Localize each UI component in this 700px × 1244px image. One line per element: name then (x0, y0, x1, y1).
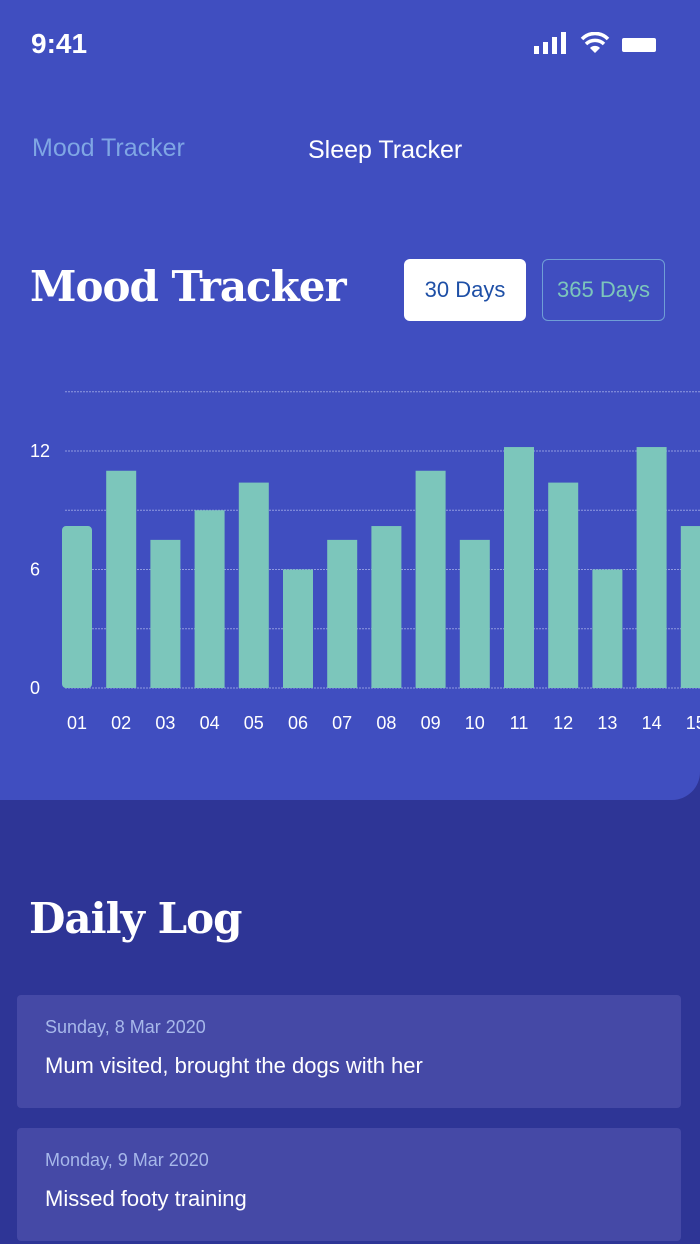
x-tick-label: 01 (67, 713, 87, 733)
status-time: 9:41 (31, 28, 88, 59)
log-entry[interactable]: Sunday, 8 Mar 2020 Mum visited, brought … (17, 995, 681, 1108)
x-tick-label: 02 (111, 713, 131, 733)
daily-log-title: Daily Log (29, 894, 242, 943)
bar (106, 470, 137, 688)
y-tick-label: 6 (30, 560, 40, 580)
bar (62, 526, 92, 688)
x-tick-label: 05 (244, 713, 264, 733)
x-tick-label: 03 (155, 713, 175, 733)
range-30-days-button[interactable]: 30 Days (404, 259, 526, 321)
bar (238, 482, 269, 688)
signal-icon (534, 32, 566, 54)
battery-icon (622, 38, 656, 52)
bar (504, 447, 534, 688)
log-entry-text: Mum visited, brought the dogs with her (45, 1053, 423, 1078)
x-tick-label: 14 (642, 713, 662, 733)
log-entry-text: Missed footy training (45, 1186, 247, 1211)
x-tick-label: 10 (465, 713, 485, 733)
log-entry-date: Monday, 9 Mar 2020 (45, 1150, 209, 1170)
x-tick-label: 15 (686, 713, 700, 733)
x-tick-label: 06 (288, 713, 308, 733)
x-tick-label: 07 (332, 713, 352, 733)
bar (592, 569, 623, 688)
bar (371, 526, 402, 688)
bar (459, 539, 490, 688)
bar (415, 470, 446, 688)
x-tick-label: 08 (376, 713, 396, 733)
log-entry-date: Sunday, 8 Mar 2020 (45, 1017, 206, 1037)
bar (636, 447, 667, 688)
bar (548, 482, 579, 688)
x-tick-label: 04 (200, 713, 220, 733)
x-tick-label: 09 (421, 713, 441, 733)
mood-bar-chart: 0612010203040506070809101112131415 (30, 391, 700, 733)
bar (680, 526, 700, 688)
tab-sleep-tracker[interactable]: Sleep Tracker (308, 136, 463, 164)
wifi-icon (580, 32, 610, 53)
x-tick-label: 13 (597, 713, 617, 733)
y-tick-label: 0 (30, 678, 40, 698)
log-entry[interactable]: Monday, 9 Mar 2020 Missed footy training (17, 1128, 681, 1241)
bar (283, 569, 313, 688)
bar (194, 510, 225, 688)
status-icons (534, 32, 658, 54)
page-title: Mood Tracker (30, 262, 347, 311)
x-tick-label: 12 (553, 713, 573, 733)
range-365-days-button[interactable]: 365 Days (542, 259, 665, 321)
x-tick-label: 11 (510, 713, 529, 733)
tab-mood-tracker[interactable]: Mood Tracker (32, 134, 185, 162)
bar (327, 539, 358, 688)
y-tick-label: 12 (30, 441, 50, 461)
bar (150, 539, 181, 688)
